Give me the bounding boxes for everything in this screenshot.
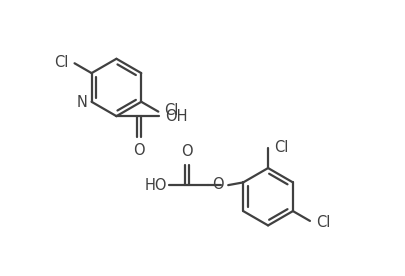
Text: Cl: Cl bbox=[316, 214, 330, 230]
Text: Cl: Cl bbox=[54, 55, 68, 70]
Text: Cl: Cl bbox=[274, 140, 288, 155]
Text: HO: HO bbox=[145, 178, 167, 193]
Text: O: O bbox=[133, 143, 145, 158]
Text: Cl: Cl bbox=[164, 103, 179, 118]
Text: O: O bbox=[181, 144, 193, 159]
Text: O: O bbox=[212, 177, 223, 192]
Text: OH: OH bbox=[165, 109, 188, 124]
Text: N: N bbox=[77, 95, 87, 110]
